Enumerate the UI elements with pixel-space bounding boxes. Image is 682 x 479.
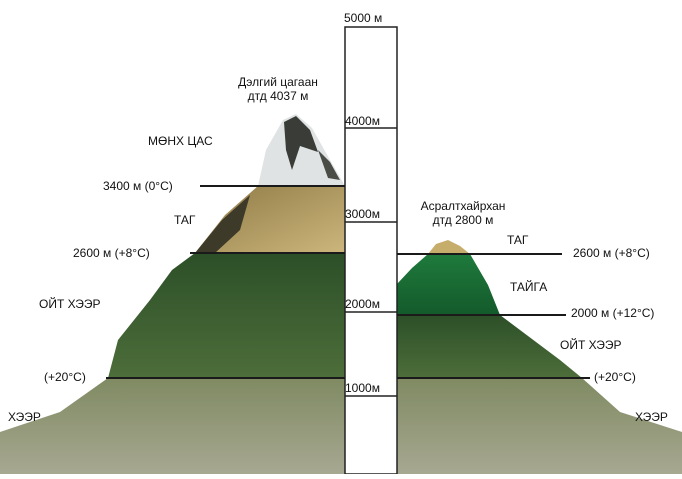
left-peak-height: дтд 4037 м: [247, 89, 309, 103]
right-level-2000-label: 2000 м (+12°С): [571, 306, 655, 320]
scale-label-4000: 4000м: [345, 114, 380, 128]
left-zone-forest-steppe: ОЙТ ХЭЭР: [39, 297, 101, 311]
left-zone-steppe: ХЭЭР: [8, 410, 41, 424]
left-rock-streak-2: [318, 150, 340, 180]
right-taiga-zone: [397, 254, 500, 315]
scale-column: [344, 26, 398, 475]
left-forest-zone: [108, 253, 345, 378]
left-zone-eternal-snow: МӨНХ ЦАС: [148, 134, 213, 148]
left-mountain: [0, 114, 345, 474]
right-level-2600-label: 2600 м (+8°С): [573, 246, 650, 260]
left-peak-label: Дэлгий цагаан дтд 4037 м: [238, 75, 318, 103]
left-snow-zone: [258, 114, 345, 186]
left-level-20c-label: (+20°С): [44, 370, 86, 384]
right-zone-forest-steppe: ОЙТ ХЭЭР: [560, 338, 622, 352]
right-level-20c-label: (+20°С): [594, 370, 636, 384]
right-zone-steppe: ХЭЭР: [635, 410, 668, 424]
left-rock-streak: [284, 116, 318, 170]
right-forest-zone: [397, 315, 582, 378]
right-steppe-zone: [397, 378, 682, 474]
right-tundra-zone: [428, 240, 470, 254]
altitude-scale: [344, 26, 398, 475]
right-peak-height: дтд 2800 м: [432, 213, 494, 227]
right-zone-taiga: ТАЙГА: [510, 280, 548, 294]
left-level-2600-label: 2600 м (+8°С): [73, 246, 150, 260]
left-level-3400-label: 3400 м (0°С): [103, 179, 173, 193]
right-mountain: [397, 240, 682, 474]
right-peak-label: Асралтхайрхан дтд 2800 м: [421, 199, 506, 227]
scale-label-1000: 1000м: [345, 381, 380, 395]
scale-label-2000: 2000м: [345, 297, 380, 311]
right-zone-tundra: ТАГ: [507, 233, 529, 247]
scale-label-5000: 5000 м: [344, 11, 383, 25]
scale-label-3000: 3000м: [345, 207, 380, 221]
left-dark-slope: [195, 195, 250, 253]
right-peak-name: Асралтхайрхан: [420, 199, 506, 213]
left-zone-tundra: ТАГ: [174, 213, 196, 227]
left-steppe-zone: [0, 378, 345, 474]
level-lines: [106, 185, 590, 379]
left-peak-name: Дэлгий цагаан: [238, 75, 318, 89]
